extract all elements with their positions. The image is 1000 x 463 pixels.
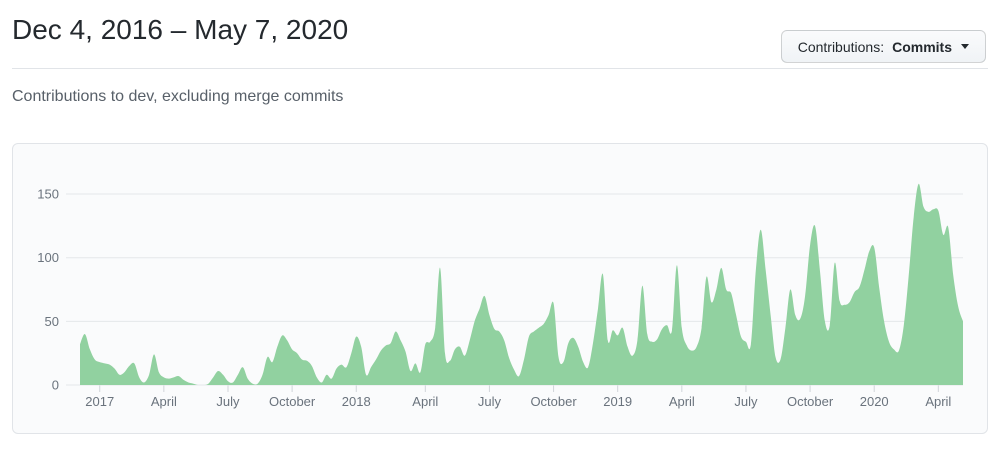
- y-axis-label-50: 50: [45, 314, 59, 329]
- x-axis-label-July: July: [734, 394, 758, 409]
- header-divider: [12, 68, 988, 69]
- contributions-dropdown-selected: Commits: [892, 38, 952, 55]
- x-axis-label-July: July: [216, 394, 240, 409]
- contributions-dropdown-button[interactable]: Contributions: Commits: [780, 30, 986, 63]
- page: Dec 4, 2016 – May 7, 2020 Contributions:…: [0, 14, 1000, 434]
- commits-area-series: [80, 183, 963, 385]
- x-axis-label-2018: 2018: [342, 394, 371, 409]
- x-axis-label-July: July: [478, 394, 502, 409]
- x-axis-label-April: April: [151, 394, 177, 409]
- dropdown-caret-icon: [961, 44, 969, 49]
- x-axis-label-2020: 2020: [860, 394, 889, 409]
- x-axis-label-October: October: [530, 394, 577, 409]
- x-axis-label-April: April: [669, 394, 695, 409]
- x-axis-label-April: April: [412, 394, 438, 409]
- y-axis-label-0: 0: [52, 378, 59, 393]
- chart-subtitle: Contributions to dev, excluding merge co…: [12, 88, 344, 105]
- contributions-area-chart: 0 50 100 150 2017 April July October 2018 April Ju…: [37, 183, 963, 409]
- page-title: Dec 4, 2016 – May 7, 2020: [12, 14, 349, 45]
- x-axis-label-October: October: [269, 394, 316, 409]
- x-axis-label-2019: 2019: [603, 394, 632, 409]
- y-axis-label-150: 150: [37, 187, 59, 202]
- x-axis-label-April: April: [925, 394, 951, 409]
- x-axis-label-2017: 2017: [85, 394, 114, 409]
- contributions-dropdown-prefix: Contributions:: [797, 38, 885, 55]
- y-axis-label-100: 100: [37, 250, 59, 265]
- contributions-chart-card: 0 50 100 150 2017 April July October 2018 April Ju…: [12, 143, 988, 434]
- x-axis-label-October: October: [787, 394, 834, 409]
